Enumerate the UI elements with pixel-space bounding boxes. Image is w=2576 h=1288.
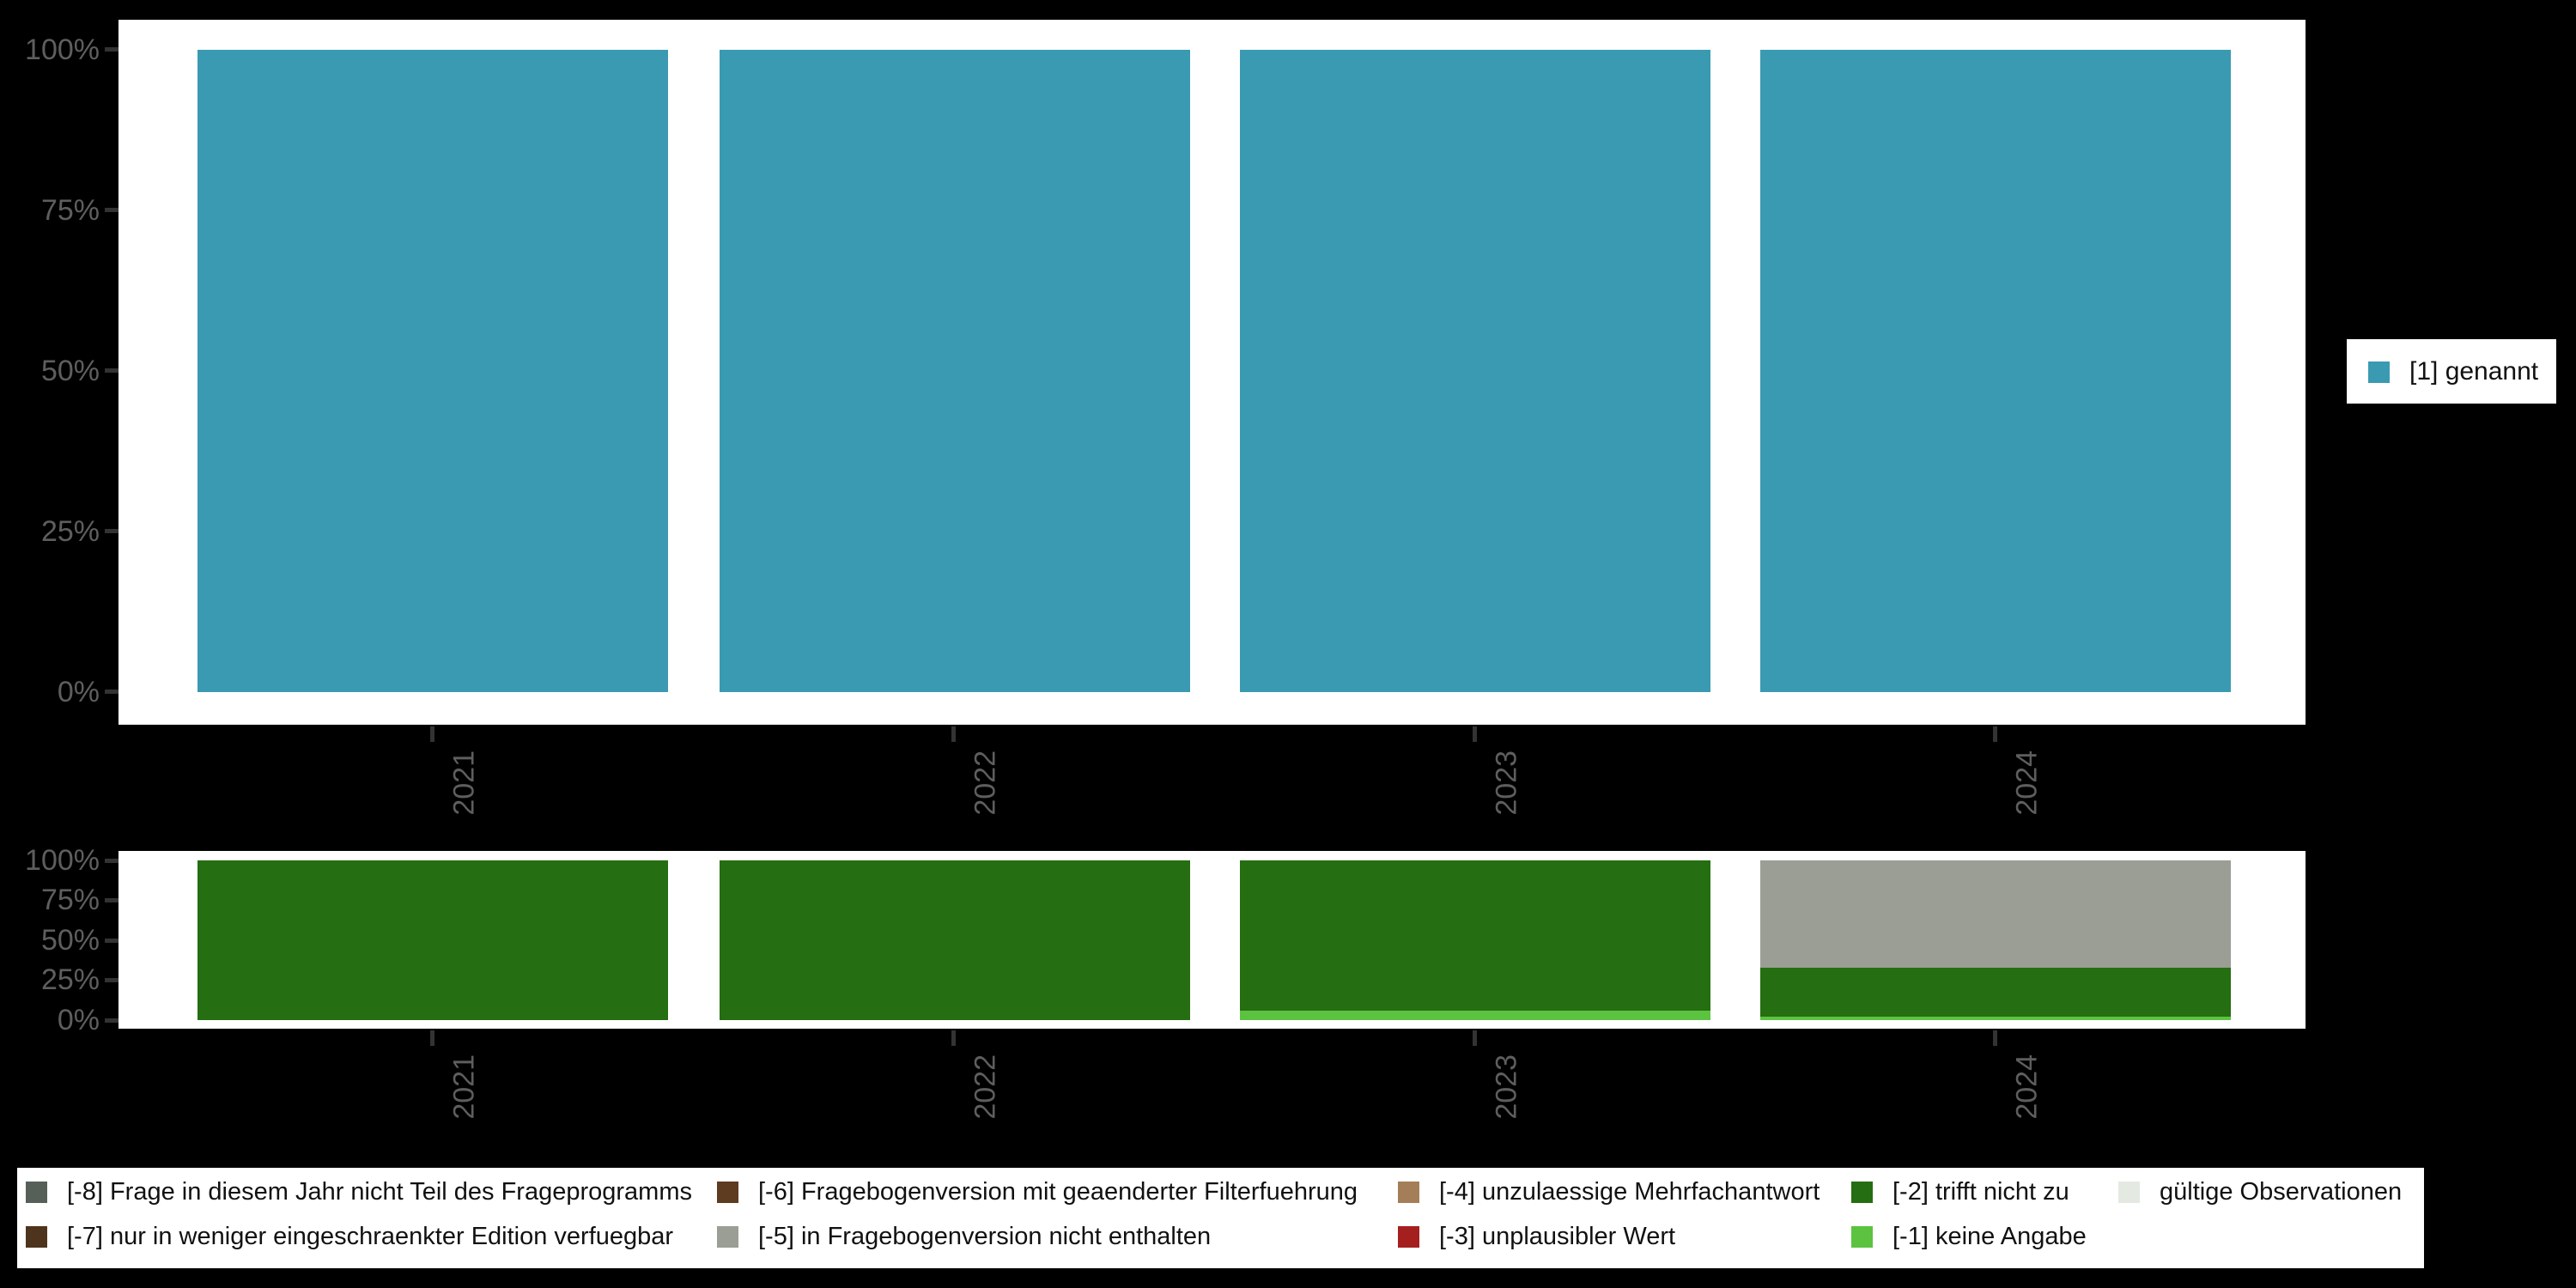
legend-label-genannt: [1] genannt [2409,357,2539,386]
legend-item-minus7: [-7] nur in weniger eingeschraenkter Edi… [26,1221,673,1252]
y-axis-label: 75% [40,194,100,227]
y-axis-label: 25% [40,515,100,548]
bar-segment [1240,50,1710,692]
legend-item-valid-observations: gültige Observationen [2118,1176,2402,1207]
x-axis-label-2024: 2024 [2011,750,2044,816]
x-tick [951,1030,956,1046]
x-tick [1473,1030,1477,1046]
legend-key-minus4 [1398,1181,1419,1203]
y-axis-label: 0% [57,676,100,708]
legend-key-minus2 [1851,1181,1873,1203]
y-tick [105,47,118,52]
x-axis-label-2021: 2021 [448,750,481,816]
bar-2021-bottom [197,860,668,1020]
bar-2023-bottom [1240,860,1710,1020]
bar-2024-bottom [1760,860,2231,1020]
y-tick [105,859,118,863]
x-axis-label-2023: 2023 [1491,1054,1523,1120]
legend-key-minus8 [26,1181,47,1203]
legend-label-valid-observations: gültige Observationen [2160,1177,2403,1206]
legend-label-minus3: [-3] unplausibler Wert [1439,1222,1676,1250]
legend-key-minus7 [26,1225,47,1248]
legend-key-minus3 [1398,1225,1419,1248]
bar-segment [1760,1017,2231,1020]
bar-segment [720,50,1190,692]
legend-missing-values: [-8] Frage in diesem Jahr nicht Teil des… [17,1168,2424,1268]
x-tick [1993,726,1997,742]
legend-label-minus8: [-8] Frage in diesem Jahr nicht Teil des… [67,1177,692,1206]
x-axis-label-2022: 2022 [969,1054,1002,1120]
legend-label-minus7: [-7] nur in weniger eingeschraenkter Edi… [67,1222,674,1250]
legend-item-minus5: [-5] in Fragebogenversion nicht enthalte… [717,1221,1211,1252]
legend-item-minus1: [-1] keine Angabe [1851,1221,2087,1252]
legend-key-minus1 [1851,1225,1873,1248]
bar-segment [720,860,1190,1020]
x-tick [1473,726,1477,742]
x-tick [430,1030,434,1046]
legend-item-minus4: [-4] unzulaessige Mehrfachantwort [1398,1176,1820,1207]
legend-label-minus1: [-1] keine Angabe [1893,1222,2087,1250]
y-axis-label: 75% [40,884,100,916]
bar-segment [1760,50,2231,692]
bar-2021-top [197,50,668,692]
bottom-plot-area [118,851,2306,1029]
y-tick [105,529,118,533]
y-tick [105,1018,118,1023]
legend-label-minus6: [-6] Fragebogenversion mit geaenderter F… [758,1177,1358,1206]
y-axis-label: 100% [25,33,100,66]
x-tick [1993,1030,1997,1046]
x-axis-label-2024: 2024 [2011,1054,2044,1120]
legend-label-minus5: [-5] in Fragebogenversion nicht enthalte… [758,1222,1212,1250]
legend-item-minus8: [-8] Frage in diesem Jahr nicht Teil des… [26,1176,692,1207]
y-axis-label: 50% [40,924,100,957]
legend-key-minus5 [717,1225,738,1248]
bar-segment [1760,860,2231,968]
bar-2022-top [720,50,1190,692]
legend-item-minus2: [-2] trifft nicht zu [1851,1176,2069,1207]
y-axis-label: 0% [57,1004,100,1036]
legend-label-minus2: [-2] trifft nicht zu [1893,1177,2069,1206]
bar-segment [197,860,668,1020]
legend-item-genannt: [1] genannt [2368,355,2538,388]
y-tick [105,690,118,694]
legend-key-genannt [2368,361,2390,383]
legend-label-minus4: [-4] unzulaessige Mehrfachantwort [1439,1177,1820,1206]
x-axis-label-2022: 2022 [969,750,1002,816]
y-axis-label: 100% [25,844,100,877]
bar-2023-top [1240,50,1710,692]
legend-genannt: [1] genannt [2347,339,2556,404]
x-tick [430,726,434,742]
y-tick [105,208,118,212]
x-axis-label-2021: 2021 [448,1054,481,1120]
bar-2024-top [1760,50,2231,692]
legend-item-minus6: [-6] Fragebogenversion mit geaenderter F… [717,1176,1358,1207]
bar-segment [1240,1010,1710,1020]
y-tick [105,368,118,373]
top-plot-area [118,20,2306,725]
legend-key-valid-observations [2118,1181,2140,1203]
bar-segment [1760,967,2231,1018]
x-tick [951,726,956,742]
y-tick [105,978,118,982]
legend-item-minus3: [-3] unplausibler Wert [1398,1221,1675,1252]
y-tick [105,898,118,902]
bar-segment [197,50,668,692]
x-axis-label-2023: 2023 [1491,750,1523,816]
y-axis-label: 50% [40,355,100,387]
y-tick [105,939,118,943]
legend-key-minus6 [717,1181,738,1203]
y-axis-label: 25% [40,963,100,996]
bar-segment [1240,860,1710,1011]
bar-2022-bottom [720,860,1190,1020]
